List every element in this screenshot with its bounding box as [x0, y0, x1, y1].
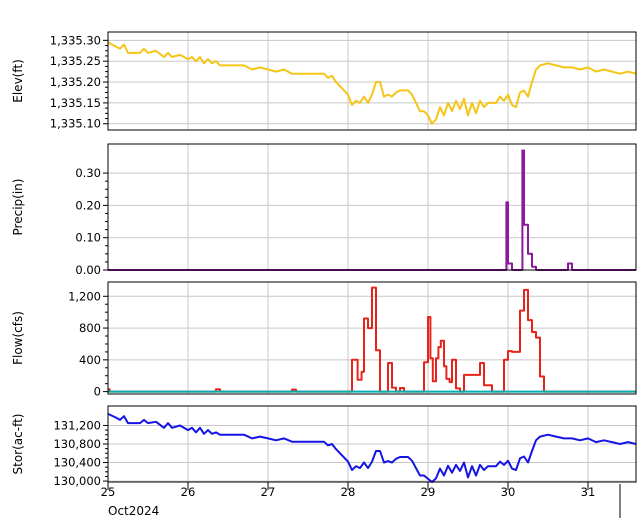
stor-ytick-label: 130,000 [53, 474, 101, 488]
elev-ytick-label: 1,335.10 [50, 117, 101, 131]
x-date-label: Oct2024 [108, 504, 159, 518]
flow-ytick-label: 800 [79, 321, 101, 335]
elev-ytick-label: 1,335.25 [50, 54, 101, 68]
x-tick-label-28: 28 [341, 485, 356, 499]
elev-series-line-0 [107, 41, 637, 125]
stor-ytick-label: 130,400 [53, 456, 101, 470]
elev-frame [107, 31, 637, 131]
flow-ytick-label: 1,200 [68, 289, 101, 303]
precip-ytick-label: 0.20 [75, 198, 101, 212]
stor-axis-title: Stor(ac-ft) [11, 414, 25, 475]
precip-axis-title: Precip(in) [11, 179, 25, 236]
flow-ytick-label: 0 [94, 385, 101, 399]
elev-axis-title: Elev(ft) [11, 59, 25, 102]
stor-ytick-label: 131,200 [53, 418, 101, 432]
elev-ytick-label: 1,335.30 [50, 33, 101, 47]
stor-series-line-0 [107, 412, 637, 483]
stor-frame [107, 405, 637, 483]
x-tick-label-27: 27 [261, 485, 276, 499]
precip-frame [107, 143, 637, 271]
stor-ytick-label: 130,800 [53, 437, 101, 451]
elev-ytick-label: 1,335.15 [50, 96, 101, 110]
x-tick-label-29: 29 [421, 485, 436, 499]
precip-series-line-0 [108, 149, 636, 271]
flow-series-line-0 [108, 286, 636, 393]
flow-ytick-label: 400 [79, 353, 101, 367]
precip-ytick-label: 0.00 [75, 263, 101, 277]
precip-ytick-label: 0.30 [75, 166, 101, 180]
elev-plot-area [108, 32, 636, 130]
elev-ytick-label: 1,335.20 [50, 75, 101, 89]
precip-plot-area [108, 144, 636, 270]
x-tick-label-30: 30 [501, 485, 516, 499]
flow-axis-title: Flow(cfs) [11, 311, 25, 365]
x-tick-label-31: 31 [581, 485, 596, 499]
x-tick-label-25: 25 [101, 485, 116, 499]
precip-ytick-label: 0.10 [75, 231, 101, 245]
x-tick-label-26: 26 [181, 485, 196, 499]
flow-frame [107, 281, 637, 395]
